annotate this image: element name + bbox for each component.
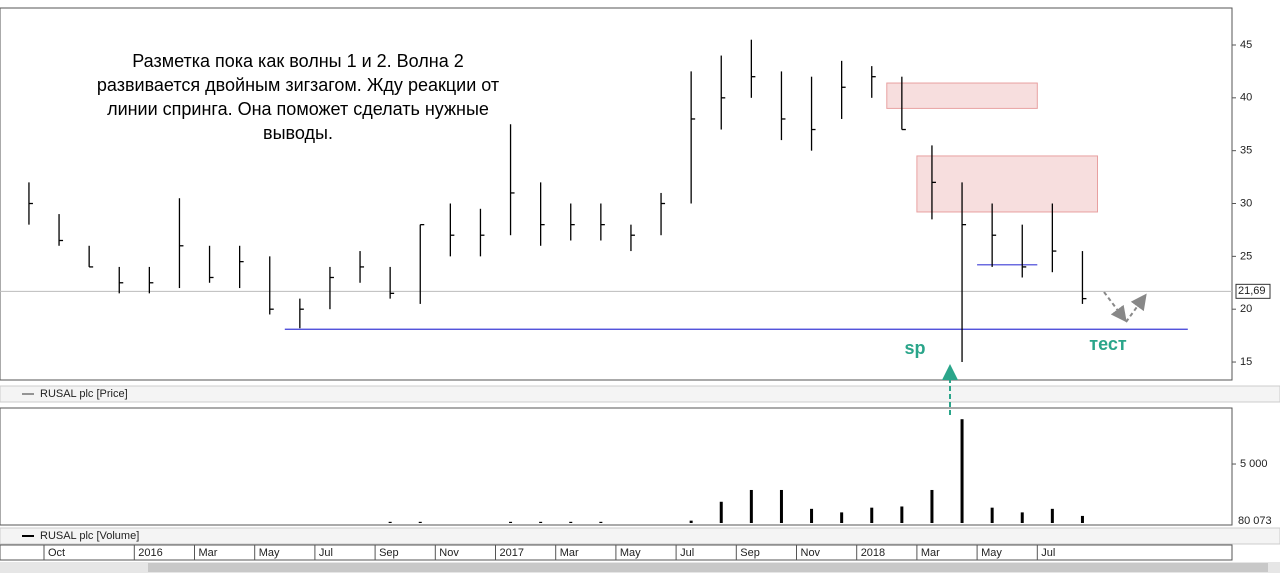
volume-bar xyxy=(509,521,513,523)
spring-label: sp xyxy=(904,338,925,358)
time-tick-label: May xyxy=(259,547,280,559)
target-zone xyxy=(916,155,1099,213)
volume-last-label: 80 073 xyxy=(1238,515,1272,527)
volume-bar xyxy=(1080,515,1084,523)
annotation-text: линии спринга. Она поможет сделать нужны… xyxy=(107,99,489,119)
y-tick-label: 30 xyxy=(1240,197,1252,209)
time-tick-label: May xyxy=(981,547,1002,559)
last-price-label: 21,69 xyxy=(1238,285,1266,297)
time-tick-label: 2017 xyxy=(500,547,524,559)
volume-bar xyxy=(539,521,543,523)
time-tick-label: Jul xyxy=(1041,547,1055,559)
time-tick-label: Sep xyxy=(740,547,760,559)
y-tick-label: 5 000 xyxy=(1240,458,1268,470)
y-tick-label: 15 xyxy=(1240,356,1252,368)
time-tick-label: 2018 xyxy=(861,547,885,559)
test-label: тест xyxy=(1089,334,1127,354)
time-tick-label: Sep xyxy=(379,547,399,559)
time-tick-label: Jul xyxy=(680,547,694,559)
time-tick-label: Mar xyxy=(199,547,218,559)
annotation-text: выводы. xyxy=(263,123,333,143)
time-tick-label: Mar xyxy=(560,547,579,559)
volume-bar xyxy=(1050,508,1054,523)
volume-bar xyxy=(840,512,844,523)
forecast-arrow xyxy=(1103,291,1127,323)
volume-bar xyxy=(599,521,603,523)
price-pane xyxy=(0,7,1233,381)
last-price-box xyxy=(1235,283,1271,299)
volume-pane xyxy=(0,407,1233,526)
y-tick-label: 25 xyxy=(1240,250,1252,262)
volume-bar xyxy=(810,508,814,523)
volume-legend-strip xyxy=(0,527,1280,545)
volume-bar xyxy=(418,521,422,523)
time-tick-label: 2016 xyxy=(138,547,162,559)
legend-volume: RUSAL plc [Volume] xyxy=(40,530,139,542)
time-tick-label: Oct xyxy=(48,547,65,559)
time-tick-label: Jul xyxy=(319,547,333,559)
y-tick-label: 45 xyxy=(1240,39,1252,51)
volume-bar xyxy=(900,506,904,523)
legend-price: RUSAL plc [Price] xyxy=(40,388,128,400)
time-tick-label: Nov xyxy=(439,547,459,559)
time-tick-label: Nov xyxy=(801,547,821,559)
volume-bar xyxy=(388,521,392,523)
forecast-arrow xyxy=(1125,293,1147,323)
volume-bar xyxy=(1020,512,1024,523)
target-zone xyxy=(886,82,1038,109)
annotation-text: Разметка пока как волны 1 и 2. Волна 2 xyxy=(132,51,464,71)
volume-bar xyxy=(719,501,723,523)
volume-bar xyxy=(749,489,753,523)
scrollbar-thumb[interactable] xyxy=(148,563,1268,572)
y-tick-label: 20 xyxy=(1240,303,1252,315)
time-tick-label: Mar xyxy=(921,547,940,559)
volume-bar xyxy=(990,507,994,523)
price-legend-strip xyxy=(0,385,1280,403)
volume-bar xyxy=(930,489,934,523)
volume-bar xyxy=(779,489,783,523)
time-tick-label: May xyxy=(620,547,641,559)
volume-bar xyxy=(870,507,874,523)
y-tick-label: 35 xyxy=(1240,145,1252,157)
y-tick-label: 40 xyxy=(1240,92,1252,104)
annotation-text: развивается двойным зигзагом. Жду реакци… xyxy=(97,75,499,95)
volume-bar xyxy=(569,521,573,523)
volume-bar xyxy=(689,520,693,523)
volume-bar xyxy=(960,419,964,523)
